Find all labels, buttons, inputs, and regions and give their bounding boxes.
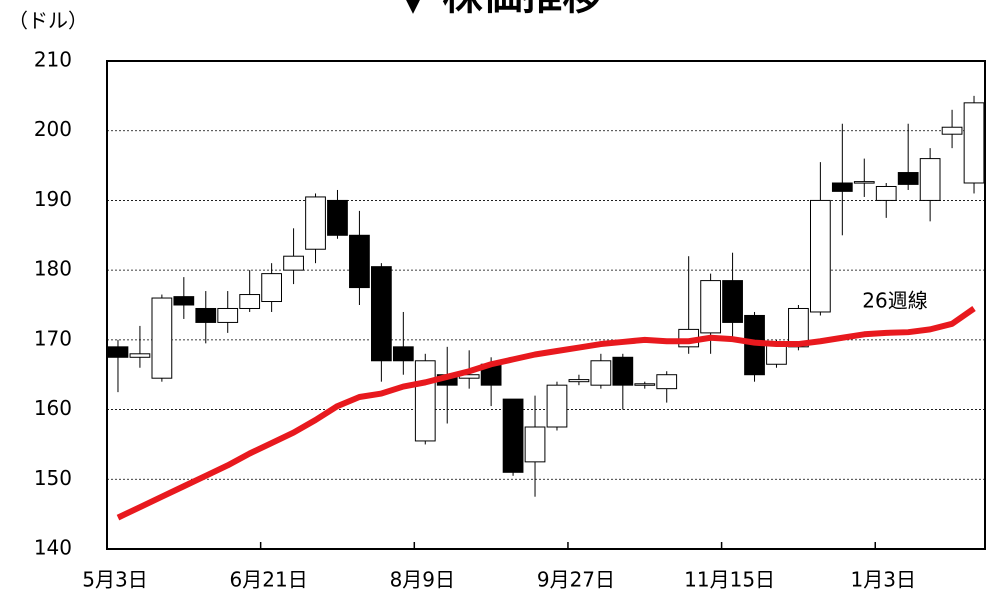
candle-body <box>283 255 304 271</box>
candle-body <box>129 353 151 358</box>
candle-body <box>151 297 173 379</box>
x-tick-label: 11月15日 <box>684 568 775 592</box>
y-tick-label: 210 <box>34 48 72 72</box>
y-tick-label: 200 <box>34 117 72 141</box>
candle-body <box>568 379 590 383</box>
y-tick-label: 140 <box>34 536 72 560</box>
y-tick-label: 150 <box>34 466 72 490</box>
plot-frame <box>106 60 986 550</box>
y-tick-label: 170 <box>34 326 72 350</box>
x-tick-label: 9月27日 <box>537 568 615 592</box>
candle-body <box>261 273 283 303</box>
candle-body <box>590 360 612 386</box>
candle-body <box>239 294 261 309</box>
candle-body <box>305 196 326 250</box>
candle-body <box>612 356 634 386</box>
moving-average-line <box>116 306 976 521</box>
chart-title: ▼ 株価推移 <box>398 0 603 19</box>
candle-body <box>327 199 348 236</box>
candle-body <box>370 266 392 362</box>
y-tick-label: 180 <box>34 257 72 281</box>
candle-body <box>349 234 370 289</box>
candle-body <box>963 102 985 184</box>
y-axis-label: （ドル） <box>8 9 88 33</box>
y-tick-label: 160 <box>34 396 72 420</box>
candle-body <box>524 426 546 463</box>
candle-body <box>919 158 941 201</box>
candle-body <box>634 383 656 386</box>
candle-body <box>853 181 875 184</box>
candle-body <box>107 346 129 358</box>
line-annotation: 26週線 <box>862 289 927 313</box>
candle-body <box>941 126 963 135</box>
candle-body <box>173 296 195 306</box>
candle-body <box>831 182 853 192</box>
candle-body <box>502 398 524 473</box>
x-tick-label: 6月21日 <box>230 568 308 592</box>
x-tick-label: 5月3日 <box>82 568 147 592</box>
candle-body <box>897 172 919 185</box>
candle-body <box>700 280 722 334</box>
candle-body <box>217 307 239 323</box>
candle-body <box>875 185 897 201</box>
x-tick-label: 1月3日 <box>851 568 916 592</box>
candle-body <box>414 360 436 442</box>
candle-body <box>656 374 678 390</box>
candle-body <box>809 199 831 313</box>
candle-body <box>195 307 217 323</box>
x-tick-label: 8月9日 <box>390 568 455 592</box>
candle-body <box>722 280 743 323</box>
y-tick-label: 190 <box>34 187 72 211</box>
candle-body <box>392 346 414 362</box>
candle-body <box>546 384 568 428</box>
